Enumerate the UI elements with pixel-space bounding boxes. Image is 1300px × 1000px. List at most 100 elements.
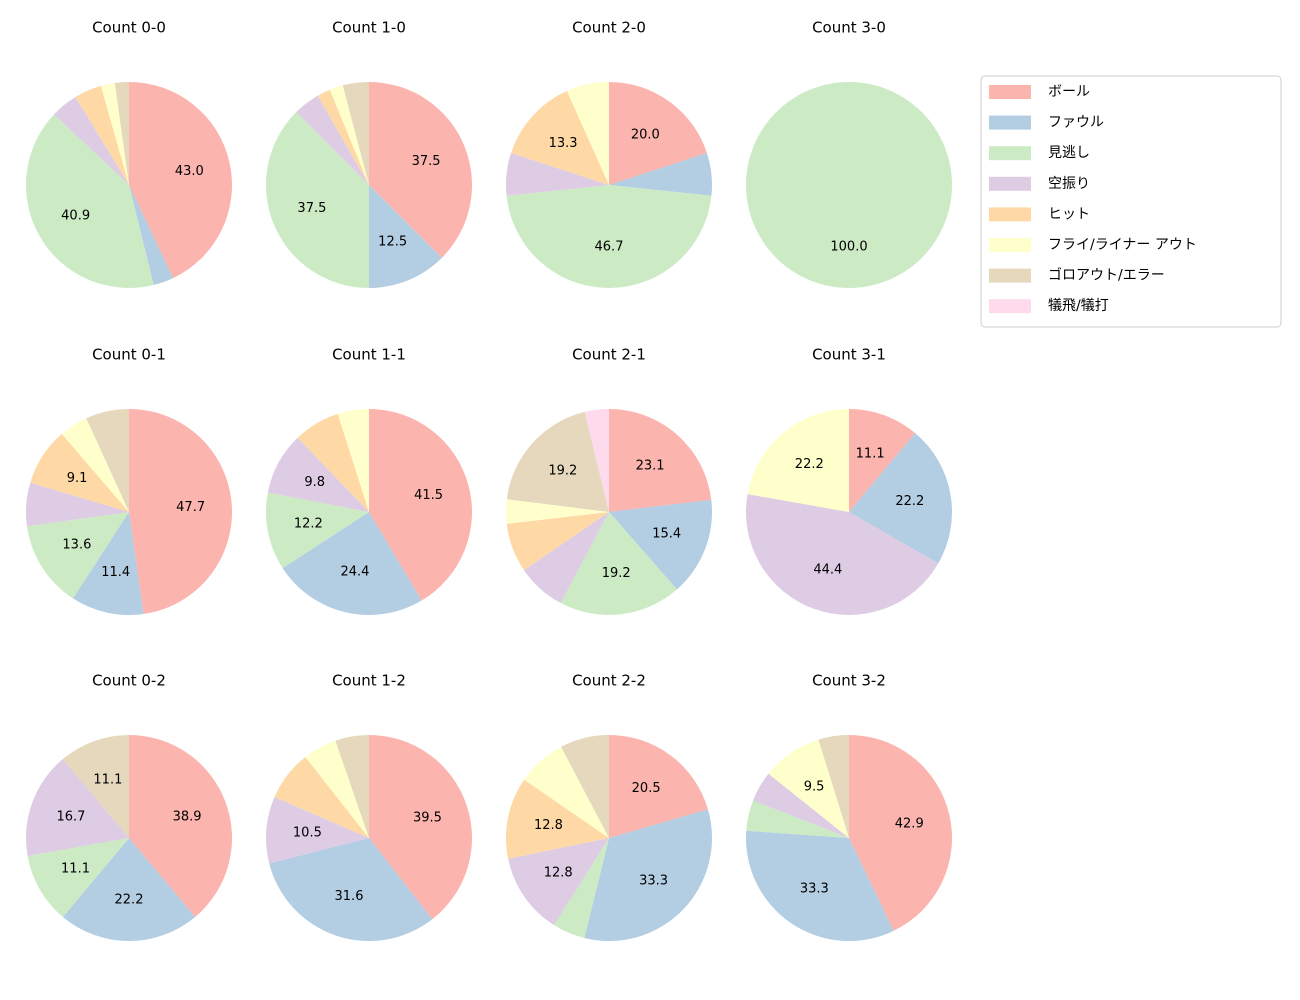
chart-title: Count 3-0 <box>812 19 886 37</box>
pie-slice <box>61 418 129 512</box>
pie-slice <box>27 838 129 917</box>
pie-slice <box>561 735 609 838</box>
legend-label: 犠飛/犠打 <box>1048 297 1109 314</box>
pie-slice <box>129 82 233 279</box>
pie-slice <box>317 89 369 185</box>
pie-slice <box>53 96 129 185</box>
legend-swatch <box>989 268 1031 283</box>
slice-label: 16.7 <box>56 809 85 824</box>
slice-label: 22.2 <box>795 457 824 472</box>
pie-slice <box>747 409 849 512</box>
pie-slice <box>369 82 472 258</box>
pie-slice <box>746 800 849 838</box>
slice-label: 20.5 <box>632 781 661 796</box>
pie-slice <box>849 409 916 512</box>
slice-label: 43.0 <box>175 164 204 179</box>
pie-slice <box>335 735 369 838</box>
pie-slice <box>297 413 369 512</box>
chart-title: Count 0-2 <box>92 672 166 690</box>
pie-slice <box>25 759 130 857</box>
pie-slice <box>266 112 369 288</box>
pie-slice <box>746 82 952 288</box>
slice-label: 13.3 <box>549 136 578 151</box>
pie-slice <box>524 746 609 838</box>
pie-slice <box>30 433 129 512</box>
slice-label: 12.8 <box>534 818 563 833</box>
legend-swatch <box>989 115 1031 130</box>
slice-label: 19.2 <box>602 566 631 581</box>
pie-slice <box>274 756 369 838</box>
chart-title: Count 3-1 <box>812 346 886 364</box>
slice-label: 37.5 <box>297 201 326 216</box>
chart-title: Count 2-2 <box>572 672 646 690</box>
pie-slice <box>768 739 849 838</box>
pie-slice <box>86 409 129 512</box>
legend-label: ゴロアウト/エラー <box>1048 267 1165 284</box>
pie-slice <box>849 735 952 931</box>
pie-slice <box>62 838 196 941</box>
legend-label: 見逃し <box>1048 145 1090 161</box>
slice-label: 11.4 <box>101 565 130 580</box>
chart-title: Count 0-1 <box>92 346 166 364</box>
chart-title: Count 1-0 <box>332 19 406 37</box>
pie-slice <box>342 82 369 185</box>
slice-label: 13.6 <box>62 538 91 553</box>
slice-label: 9.5 <box>804 779 825 794</box>
slice-label: 11.1 <box>856 446 885 461</box>
pie-slice <box>523 512 609 604</box>
chart-title: Count 2-1 <box>572 346 646 364</box>
legend-swatch <box>989 238 1031 252</box>
slice-label: 22.2 <box>115 892 144 907</box>
slice-label: 39.5 <box>413 810 442 825</box>
pie-slice <box>566 82 609 185</box>
pie-slice <box>609 499 712 590</box>
slice-label: 47.7 <box>176 500 205 515</box>
pie-slice <box>609 409 712 512</box>
pie-slice <box>369 185 442 288</box>
legend-swatch <box>989 146 1031 161</box>
pie-slice <box>584 409 609 512</box>
pie-slice <box>72 512 144 615</box>
pie-slice <box>305 740 369 838</box>
slice-label: 24.4 <box>340 565 369 580</box>
pie-slice <box>609 82 707 185</box>
pie-slice <box>266 492 369 569</box>
pie-slice <box>282 512 422 615</box>
pie-slice <box>75 85 129 185</box>
slice-label: 11.1 <box>93 772 122 787</box>
legend-label: ボール <box>1048 84 1090 100</box>
pie-slice <box>26 482 130 527</box>
pie-slice <box>296 95 369 185</box>
slice-label: 12.5 <box>378 235 407 250</box>
slice-label: 44.4 <box>813 563 842 578</box>
legend-label: フライ/ライナー アウト <box>1048 237 1197 253</box>
pie-slice <box>584 809 712 941</box>
slice-label: 10.5 <box>293 826 322 841</box>
chart-title: Count 1-1 <box>332 346 406 364</box>
slice-label: 9.8 <box>304 475 325 490</box>
pie-slice <box>849 433 953 564</box>
pie-slice <box>505 153 609 196</box>
pie-slice <box>506 411 609 512</box>
pie-slice <box>62 735 129 838</box>
slice-label: 20.0 <box>631 127 660 142</box>
chart-title: Count 1-2 <box>332 672 406 690</box>
pie-slice <box>266 796 369 864</box>
legend-swatch <box>989 299 1031 314</box>
pie-slice <box>560 512 677 615</box>
pie-slice <box>129 409 233 614</box>
slice-label: 23.1 <box>636 458 665 473</box>
slice-label: 11.1 <box>61 861 90 876</box>
pie-slice <box>129 735 232 917</box>
slice-label: 40.9 <box>61 209 90 224</box>
slice-label: 46.7 <box>595 239 624 254</box>
legend-swatch <box>989 85 1031 99</box>
legend-box <box>980 75 1282 328</box>
pie-slice <box>746 494 939 615</box>
pie-slice <box>114 82 129 185</box>
pie-slice <box>269 838 433 941</box>
legend-label: 空振り <box>1048 176 1090 192</box>
slice-label: 38.9 <box>173 809 202 824</box>
slice-label: 37.5 <box>412 154 441 169</box>
